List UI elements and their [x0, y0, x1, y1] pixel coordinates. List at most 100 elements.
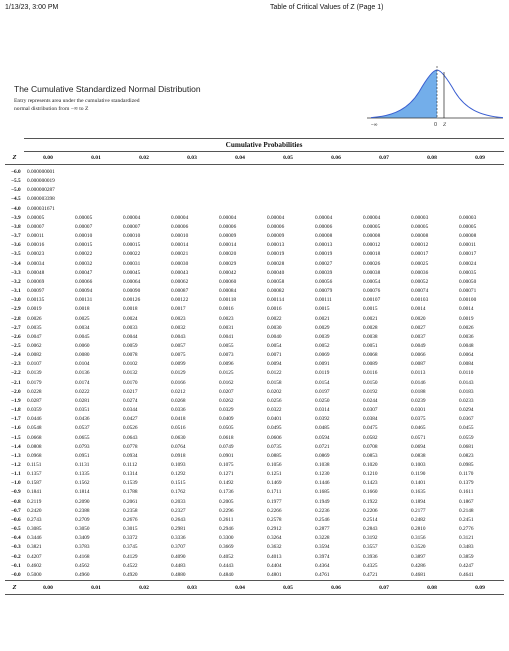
probability-cell: 0.000000001	[27, 169, 55, 175]
table-row: −5.0 0.000000287	[5, 186, 504, 195]
probability-cell: 0.00062	[171, 278, 189, 285]
probability-cell: 0.00005	[27, 214, 45, 221]
table-row: −1.9 0.0287 0.0281 0.0274 0.0268 0.0262 0.0256…	[5, 397, 504, 406]
probability-cell: 0.0322	[267, 407, 282, 414]
probability-cell: 0.0116	[363, 370, 378, 377]
z-column-footer: Z	[5, 580, 24, 596]
probability-cell: 0.0455	[459, 425, 474, 432]
probability-cell: 0.0446	[27, 416, 42, 423]
probability-cell: 0.3300	[219, 535, 234, 542]
probability-cell: 0.0694	[411, 443, 426, 450]
z-value-cell: −0.2	[11, 553, 21, 560]
probability-cell: 0.3936	[363, 553, 378, 560]
probability-cell: 0.00050	[459, 278, 477, 285]
z-column-header: Z	[5, 151, 24, 165]
probability-cell: 0.1379	[459, 480, 474, 487]
probability-cell: 0.0143	[459, 379, 474, 386]
probability-cell: 0.1562	[75, 480, 90, 487]
probability-cell: 0.0301	[411, 407, 426, 414]
probability-cell: 0.00026	[363, 260, 381, 267]
probability-cell: 0.3446	[27, 535, 42, 542]
probability-cell: 0.00021	[171, 251, 189, 258]
probability-cell: 0.4681	[411, 571, 426, 578]
z-value-cell: −3.0	[11, 297, 21, 304]
table-row: −1.7 0.0446 0.0436 0.0427 0.0418 0.0409 0.0401…	[5, 415, 504, 424]
probability-cell: 0.00032	[75, 260, 93, 267]
probability-cell: 0.2482	[411, 516, 426, 523]
probability-cell: 0.00018	[363, 251, 381, 258]
probability-cell: 0.0192	[363, 388, 378, 395]
probability-cell: 0.0233	[459, 397, 474, 404]
probability-cell: 0.0102	[123, 361, 138, 368]
probability-cell: 0.1230	[315, 471, 330, 478]
probability-cell: 0.00012	[363, 242, 381, 249]
probability-cell: 0.3897	[411, 553, 426, 560]
probability-cell: 0.00008	[459, 233, 477, 240]
probability-cell: 0.1949	[315, 498, 330, 505]
probability-cell: 0.0495	[267, 425, 282, 432]
probability-cell: 0.1093	[171, 462, 186, 468]
probability-cell: 0.0023	[219, 315, 234, 322]
probability-cell: 0.1539	[123, 480, 138, 487]
probability-cell: 0.00039	[315, 269, 333, 276]
probability-cell: 0.1423	[363, 480, 378, 487]
probability-cell: 0.00019	[267, 251, 285, 258]
probability-cell: 0.00056	[315, 278, 333, 285]
probability-cell: 0.0329	[219, 407, 234, 414]
table-row: −3.7 0.00011 0.00010 0.00010 0.00010 0.00009 0…	[5, 232, 504, 241]
probability-cell: 0.0239	[411, 397, 426, 404]
probability-cell: 0.0537	[75, 425, 90, 432]
probability-cell: 0.0026	[27, 315, 42, 322]
probability-cell: 0.4443	[219, 562, 234, 569]
probability-cell: 0.0418	[171, 416, 186, 423]
probability-cell: 0.0104	[75, 361, 90, 368]
z-value-cell: −0.0	[11, 571, 21, 578]
table-row: −0.2 0.4207 0.4168 0.4129 0.4090 0.4052 0.4013…	[5, 553, 504, 562]
probability-cell: 0.3520	[411, 544, 426, 551]
probability-cell: 0.2266	[267, 507, 282, 514]
probability-cell: 0.00010	[75, 233, 93, 240]
probability-cell: 0.00030	[171, 260, 189, 267]
probability-cell: 0.00066	[75, 278, 93, 285]
probability-cell: 0.1292	[171, 471, 186, 478]
probability-cell: 0.0250	[315, 397, 330, 404]
probability-cell: 0.1711	[267, 489, 282, 496]
probability-cell: 0.1762	[171, 489, 186, 496]
probability-cell: 0.0485	[315, 425, 330, 432]
probability-cell: 0.0091	[315, 361, 330, 368]
probability-cell: 0.0049	[411, 342, 426, 349]
probability-cell: 0.00007	[75, 223, 93, 230]
probability-cell: 0.0110	[459, 370, 474, 377]
probability-cell: 0.3557	[363, 544, 378, 551]
probability-cell: 0.1112	[123, 462, 138, 468]
probability-cell: 0.00090	[123, 288, 141, 295]
section-description: Entry represents area under the cumulati…	[14, 98, 214, 113]
probability-cell: 0.4090	[171, 553, 186, 560]
z-value-cell: −4.5	[11, 196, 21, 203]
probability-cell: 0.4641	[459, 571, 474, 578]
z-value-cell: −3.3	[11, 269, 21, 276]
probability-cell: 0.0188	[411, 388, 426, 395]
probability-cell: 0.2206	[363, 507, 378, 514]
probability-cell: 0.0035	[27, 324, 42, 331]
probability-cell: 0.0571	[411, 434, 426, 441]
probability-cell: 0.00060	[219, 278, 237, 285]
column-footer: 0.03	[168, 580, 216, 596]
probability-cell: 0.0084	[459, 361, 474, 368]
probability-cell: 0.00025	[411, 260, 429, 267]
probability-cell: 0.0032	[171, 324, 186, 331]
probability-cell: 0.0021	[363, 315, 378, 322]
probability-cell: 0.0099	[171, 361, 186, 368]
probability-cell: 0.0062	[27, 342, 42, 349]
shaded-area	[371, 70, 437, 118]
probability-cell: 0.00027	[315, 260, 333, 267]
probability-cell: 0.0475	[363, 425, 378, 432]
column-footer: 0.00	[24, 580, 72, 596]
probability-cell: 0.0951	[75, 452, 90, 459]
probability-cell: 0.2296	[219, 507, 234, 514]
probability-cell: 0.2578	[267, 516, 282, 523]
probability-cell: 0.00004	[123, 214, 141, 221]
probability-cell: 0.00045	[123, 269, 141, 276]
table-row: −3.5 0.00023 0.00022 0.00022 0.00021 0.00020 0…	[5, 250, 504, 259]
probability-cell: 0.00107	[363, 297, 381, 304]
